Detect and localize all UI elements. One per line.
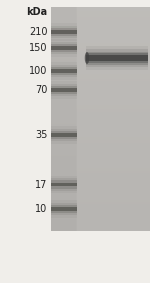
Bar <box>51 183 77 186</box>
Text: 10: 10 <box>35 204 47 214</box>
Bar <box>51 129 77 141</box>
Bar <box>51 69 77 73</box>
Bar <box>51 27 77 36</box>
Bar <box>51 175 77 194</box>
Bar <box>51 65 77 77</box>
Text: 70: 70 <box>35 85 47 95</box>
Bar <box>51 84 77 96</box>
Bar <box>51 67 77 75</box>
Bar <box>86 52 148 65</box>
Bar <box>51 133 77 137</box>
Text: 150: 150 <box>29 43 47 53</box>
Bar <box>51 131 77 139</box>
Bar <box>86 53 148 63</box>
Bar <box>51 181 77 189</box>
Ellipse shape <box>85 52 89 64</box>
Bar <box>51 86 77 94</box>
Bar <box>51 126 77 144</box>
Text: 210: 210 <box>29 27 47 37</box>
Bar <box>51 203 77 215</box>
Bar <box>51 207 77 211</box>
Bar <box>86 46 148 70</box>
Bar <box>51 23 77 41</box>
Bar <box>86 49 148 67</box>
Bar <box>51 42 77 54</box>
Bar <box>51 179 77 191</box>
Bar <box>51 81 77 99</box>
Text: 100: 100 <box>29 66 47 76</box>
Bar <box>51 30 77 33</box>
Bar <box>86 55 148 61</box>
Bar <box>51 88 77 92</box>
Bar <box>51 200 77 218</box>
Text: kDa: kDa <box>26 7 47 17</box>
Text: 35: 35 <box>35 130 47 140</box>
Bar <box>51 205 77 213</box>
Text: 17: 17 <box>35 179 47 190</box>
Bar <box>51 46 77 50</box>
Bar <box>51 39 77 57</box>
Bar <box>51 63 77 80</box>
Bar <box>51 25 77 38</box>
Bar <box>51 44 77 52</box>
